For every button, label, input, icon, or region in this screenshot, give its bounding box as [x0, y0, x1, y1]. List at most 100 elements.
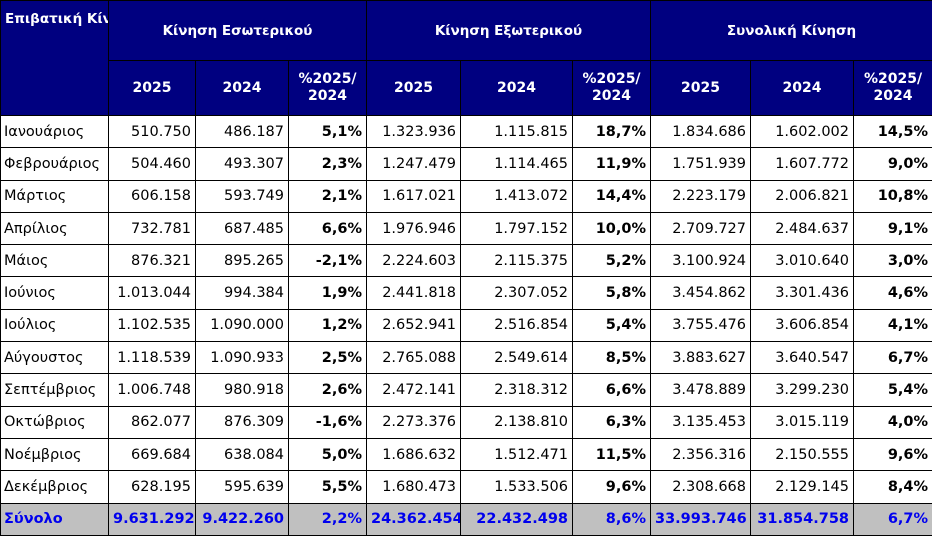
pct-label-line2: 2024: [592, 88, 631, 104]
domestic-pct-cell: 1,9%: [289, 277, 367, 309]
pct-label-line1: %2025/: [864, 71, 922, 87]
total-pct-cell: 8,4%: [854, 471, 932, 503]
international-2025-cell: 1.680.473: [367, 471, 461, 503]
domestic-2025-cell: 9.631.292: [109, 503, 196, 535]
international-2024-cell: 2.115.375: [461, 245, 573, 277]
total-2025-cell: 2.223.179: [651, 180, 751, 212]
total-2024-cell: 31.854.758: [751, 503, 854, 535]
pct-label-line2: 2024: [874, 88, 913, 104]
total-2024-cell: 2.129.145: [751, 471, 854, 503]
col-header-dom-2025: 2025: [109, 61, 196, 116]
month-cell: Φεβρουάριος: [1, 148, 109, 180]
international-2025-cell: 1.247.479: [367, 148, 461, 180]
domestic-2024-cell: 1.090.933: [196, 342, 289, 374]
total-2024-cell: 3.010.640: [751, 245, 854, 277]
domestic-2025-cell: 876.321: [109, 245, 196, 277]
international-2024-cell: 2.318.312: [461, 374, 573, 406]
international-2025-cell: 1.686.632: [367, 438, 461, 470]
month-cell: Σύνολο: [1, 503, 109, 535]
total-2025-cell: 3.478.889: [651, 374, 751, 406]
group-header-domestic: Κίνηση Εσωτερικού: [109, 1, 367, 61]
total-2025-cell: 2.709.727: [651, 212, 751, 244]
international-pct-cell: 8,6%: [573, 503, 651, 535]
month-cell: Ιούνιος: [1, 277, 109, 309]
col-header-int-2025: 2025: [367, 61, 461, 116]
total-2024-cell: 1.607.772: [751, 148, 854, 180]
group-header-international: Κίνηση Εξωτερικού: [367, 1, 651, 61]
international-pct-cell: 9,6%: [573, 471, 651, 503]
total-2024-cell: 3.606.854: [751, 309, 854, 341]
total-2024-cell: 2.006.821: [751, 180, 854, 212]
corner-header: Επιβατική Κίνηση: [1, 1, 109, 116]
total-2025-cell: 3.135.453: [651, 406, 751, 438]
international-2024-cell: 1.413.072: [461, 180, 573, 212]
col-header-int-2024: 2024: [461, 61, 573, 116]
month-cell: Δεκέμβριος: [1, 471, 109, 503]
total-pct-cell: 6,7%: [854, 503, 932, 535]
international-2024-cell: 2.138.810: [461, 406, 573, 438]
total-2024-cell: 3.015.119: [751, 406, 854, 438]
domestic-2025-cell: 732.781: [109, 212, 196, 244]
domestic-2025-cell: 504.460: [109, 148, 196, 180]
month-cell: Μάρτιος: [1, 180, 109, 212]
total-2025-cell: 33.993.746: [651, 503, 751, 535]
domestic-2024-cell: 9.422.260: [196, 503, 289, 535]
international-2024-cell: 1.512.471: [461, 438, 573, 470]
international-2025-cell: 1.617.021: [367, 180, 461, 212]
col-header-dom-pct: %2025/2024: [289, 61, 367, 116]
pct-label-line2: 2024: [308, 88, 347, 104]
international-pct-cell: 8,5%: [573, 342, 651, 374]
domestic-pct-cell: 2,5%: [289, 342, 367, 374]
international-2025-cell: 2.441.818: [367, 277, 461, 309]
domestic-2024-cell: 593.749: [196, 180, 289, 212]
international-2025-cell: 2.765.088: [367, 342, 461, 374]
international-2025-cell: 2.472.141: [367, 374, 461, 406]
domestic-pct-cell: 2,6%: [289, 374, 367, 406]
month-cell: Αύγουστος: [1, 342, 109, 374]
domestic-2025-cell: 862.077: [109, 406, 196, 438]
domestic-pct-cell: -2,1%: [289, 245, 367, 277]
international-pct-cell: 5,2%: [573, 245, 651, 277]
domestic-pct-cell: 2,2%: [289, 503, 367, 535]
international-pct-cell: 6,3%: [573, 406, 651, 438]
total-2024-cell: 3.299.230: [751, 374, 854, 406]
domestic-2024-cell: 994.384: [196, 277, 289, 309]
domestic-2024-cell: 687.485: [196, 212, 289, 244]
month-cell: Ιούλιος: [1, 309, 109, 341]
total-2024-cell: 2.150.555: [751, 438, 854, 470]
international-pct-cell: 11,5%: [573, 438, 651, 470]
total-pct-cell: 6,7%: [854, 342, 932, 374]
international-2024-cell: 1.114.465: [461, 148, 573, 180]
total-2025-cell: 2.356.316: [651, 438, 751, 470]
total-pct-cell: 10,8%: [854, 180, 932, 212]
total-pct-cell: 4,1%: [854, 309, 932, 341]
international-pct-cell: 18,7%: [573, 116, 651, 148]
total-pct-cell: 9,0%: [854, 148, 932, 180]
domestic-2025-cell: 1.102.535: [109, 309, 196, 341]
total-pct-cell: 9,6%: [854, 438, 932, 470]
total-2025-cell: 1.834.686: [651, 116, 751, 148]
domestic-pct-cell: 5,0%: [289, 438, 367, 470]
total-pct-cell: 4,6%: [854, 277, 932, 309]
header-row-groups: Επιβατική Κίνηση Κίνηση Εσωτερικού Κίνησ…: [1, 1, 932, 61]
domestic-pct-cell: 6,6%: [289, 212, 367, 244]
international-2024-cell: 2.516.854: [461, 309, 573, 341]
domestic-2024-cell: 493.307: [196, 148, 289, 180]
domestic-2025-cell: 606.158: [109, 180, 196, 212]
domestic-pct-cell: -1,6%: [289, 406, 367, 438]
total-2024-cell: 3.640.547: [751, 342, 854, 374]
international-pct-cell: 14,4%: [573, 180, 651, 212]
domestic-pct-cell: 2,1%: [289, 180, 367, 212]
header-row-years: 2025 2024 %2025/2024 2025 2024 %2025/202…: [1, 61, 932, 116]
domestic-2024-cell: 1.090.000: [196, 309, 289, 341]
domestic-2025-cell: 669.684: [109, 438, 196, 470]
total-2025-cell: 2.308.668: [651, 471, 751, 503]
